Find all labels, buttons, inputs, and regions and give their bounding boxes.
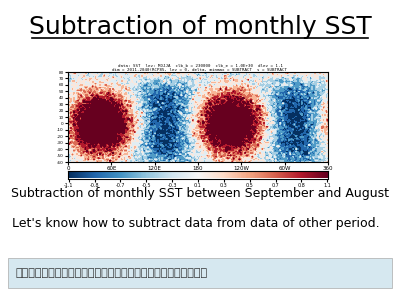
Text: ここでは、異なる期間のデータの差を描画する方法を学びます。: ここでは、異なる期間のデータの差を描画する方法を学びます。 [16,268,208,278]
Text: dim = 2011-2040(RCP85, lev = 0, delta, minmax = SUBTRACT  s = SUBTRACT: dim = 2011-2040(RCP85, lev = 0, delta, m… [112,68,288,71]
Text: data: SST  lev: MDJJA  clb_b = 230000  clb_e = 1.0E+30  dlev = 1.1: data: SST lev: MDJJA clb_b = 230000 clb_… [118,63,282,67]
Text: Let's know how to subtract data from data of other period.: Let's know how to subtract data from dat… [12,218,380,230]
FancyBboxPatch shape [8,258,392,288]
Text: dim = 2011-2040(RCP85, lev = 0, delta, minmax = SUBTRACT  s = SUBTRACT: dim = 2011-2040(RCP85, lev = 0, delta, m… [112,76,288,80]
Text: Subtraction of monthly SST: Subtraction of monthly SST [29,15,371,39]
Text: Subtraction of monthly SST between September and August: Subtraction of monthly SST between Septe… [11,188,389,200]
Text: data: SST  lev: MDJJA  clb_b = 230000  clb_e = 1.0E+30  dlev = 1.1: data: SST lev: MDJJA clb_b = 230000 clb_… [118,72,282,76]
